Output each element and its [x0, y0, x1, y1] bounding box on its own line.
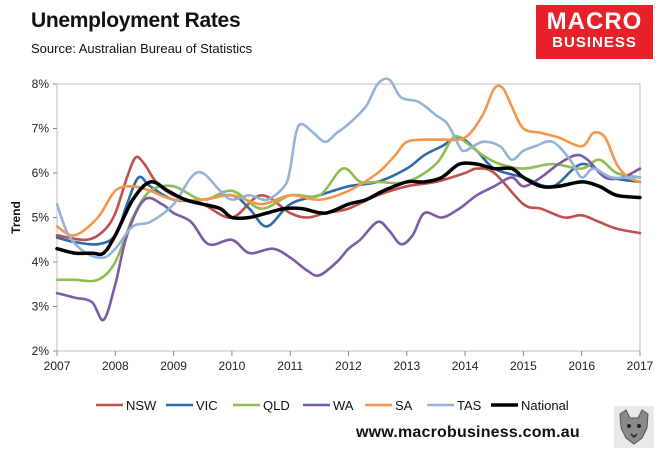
y-tick-label: 3%: [32, 300, 50, 314]
y-tick-label: 5%: [32, 211, 50, 225]
x-tick-label: 2012: [335, 359, 362, 373]
series-line-national: [55, 161, 642, 257]
x-tick-label: 2010: [219, 359, 246, 373]
legend-label-wa: WA: [333, 398, 354, 413]
series-line-tas: [55, 77, 642, 260]
series-line-sa: [55, 84, 642, 237]
x-tick-label: 2015: [510, 359, 537, 373]
y-tick-label: 6%: [32, 166, 50, 180]
y-tick-label: 4%: [32, 255, 50, 269]
x-tick-label: 2007: [44, 359, 71, 373]
legend-label-nsw: NSW: [126, 398, 157, 413]
x-tick-label: 2009: [160, 359, 187, 373]
y-tick-label: 2%: [32, 344, 50, 358]
wolf-logo-icon: [614, 406, 654, 448]
y-axis-label: Trend: [9, 201, 23, 234]
x-tick-label: 2016: [568, 359, 595, 373]
legend-label-sa: SA: [395, 398, 413, 413]
chart-title: Unemployment Rates: [31, 9, 241, 32]
legend-label-vic: VIC: [196, 398, 218, 413]
series-line-wa: [55, 153, 642, 322]
macrobusiness-logo[interactable]: MACRO BUSINESS: [536, 5, 653, 59]
website-url[interactable]: www.macrobusiness.com.au: [356, 424, 580, 441]
x-tick-label: 2011: [277, 359, 303, 373]
logo-line-1: MACRO: [546, 8, 643, 35]
source-note: Source: Australian Bureau of Statistics: [31, 41, 253, 56]
legend-label-national: National: [521, 398, 569, 413]
x-tick-label: 2008: [102, 359, 129, 373]
legend-label-tas: TAS: [457, 398, 482, 413]
x-tick-label: 2017: [627, 359, 654, 373]
x-tick-label: 2014: [452, 359, 479, 373]
legend: NSW VIC QLD WA SA TAS National: [96, 398, 569, 413]
legend-label-qld: QLD: [263, 398, 290, 413]
y-tick-label: 8%: [32, 77, 50, 91]
y-tick-label: 7%: [32, 122, 50, 136]
x-tick-label: 2013: [393, 359, 420, 373]
logo-line-2: BUSINESS: [552, 34, 637, 51]
